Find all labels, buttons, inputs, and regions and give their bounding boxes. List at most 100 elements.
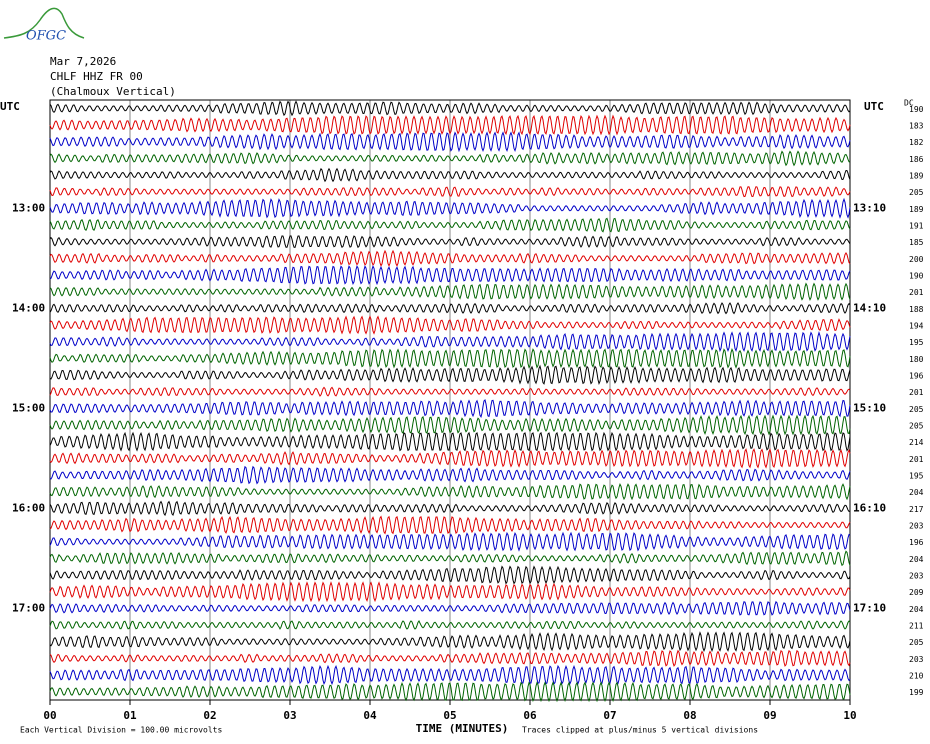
dc-offset: 204 bbox=[909, 605, 924, 614]
dc-offset: 211 bbox=[909, 622, 924, 631]
dc-offset: 195 bbox=[909, 472, 924, 481]
right-title: UTC bbox=[864, 100, 884, 113]
trace bbox=[49, 331, 851, 353]
trace bbox=[49, 217, 851, 233]
right-time-label: 13:10 bbox=[853, 201, 886, 214]
right-time-label: 15:10 bbox=[853, 401, 886, 414]
dc-title: DC bbox=[904, 99, 914, 108]
dc-offset: 196 bbox=[909, 372, 924, 381]
plot-frame bbox=[49, 99, 851, 701]
trace bbox=[49, 197, 851, 219]
dc-offset: 209 bbox=[909, 588, 924, 597]
trace bbox=[49, 249, 851, 267]
logo-text: OFGC bbox=[26, 29, 66, 44]
x-tick-label: 01 bbox=[123, 709, 137, 722]
trace bbox=[49, 235, 851, 249]
scale-note: Each Vertical Division = 100.00 microvol… bbox=[20, 726, 222, 735]
dc-offset: 186 bbox=[909, 155, 924, 164]
dc-offset: 201 bbox=[909, 288, 924, 297]
dc-offset: 210 bbox=[909, 672, 924, 681]
dc-offset: 180 bbox=[909, 355, 924, 364]
dc-offset: 205 bbox=[909, 405, 924, 414]
dc-offset: 185 bbox=[909, 238, 924, 247]
dc-offset: 205 bbox=[909, 188, 924, 197]
dc-offset: 195 bbox=[909, 338, 924, 347]
dc-offset: 205 bbox=[909, 638, 924, 647]
trace bbox=[49, 302, 851, 315]
trace bbox=[49, 186, 851, 198]
trace bbox=[49, 649, 851, 667]
dc-offset: 194 bbox=[909, 322, 924, 331]
dc-offset: 182 bbox=[909, 138, 924, 147]
left-time-label: 14:00 bbox=[12, 301, 45, 314]
x-axis-label: TIME (MINUTES) bbox=[416, 722, 509, 735]
dc-offset: 201 bbox=[909, 388, 924, 397]
right-time-label: 17:10 bbox=[853, 601, 886, 614]
trace bbox=[49, 550, 851, 567]
trace bbox=[49, 620, 851, 630]
trace bbox=[49, 150, 851, 167]
x-tick-label: 07 bbox=[603, 709, 616, 722]
trace bbox=[49, 482, 851, 501]
dc-offset: 203 bbox=[909, 522, 924, 531]
trace bbox=[49, 282, 851, 302]
dc-offset: 205 bbox=[909, 422, 924, 431]
dc-offset: 189 bbox=[909, 172, 924, 181]
dc-offset: 190 bbox=[909, 272, 924, 281]
location: (Chalmoux Vertical) bbox=[50, 85, 176, 98]
left-time-label: 16:00 bbox=[12, 501, 45, 514]
trace bbox=[49, 114, 851, 136]
left-title: UTC bbox=[0, 100, 20, 113]
dc-offset: 196 bbox=[909, 538, 924, 547]
dc-offset: 203 bbox=[909, 655, 924, 664]
logo: OFGC bbox=[3, 7, 85, 44]
trace bbox=[49, 681, 851, 703]
trace bbox=[49, 600, 851, 616]
trace bbox=[49, 100, 851, 117]
dc-offset: 189 bbox=[909, 205, 924, 214]
trace bbox=[49, 431, 851, 452]
trace bbox=[49, 364, 851, 385]
trace bbox=[49, 631, 851, 653]
trace bbox=[49, 581, 851, 603]
trace bbox=[49, 465, 851, 485]
x-tick-label: 09 bbox=[763, 709, 776, 722]
x-tick-label: 00 bbox=[43, 709, 56, 722]
trace bbox=[49, 347, 851, 369]
trace bbox=[49, 386, 851, 397]
trace bbox=[49, 664, 851, 686]
dc-offset: 204 bbox=[909, 555, 924, 564]
x-tick-label: 06 bbox=[523, 709, 537, 722]
trace bbox=[49, 264, 851, 286]
trace bbox=[49, 565, 851, 585]
dc-offset: 188 bbox=[909, 305, 924, 314]
trace bbox=[49, 531, 851, 552]
x-tick-label: 04 bbox=[363, 709, 377, 722]
trace bbox=[49, 167, 851, 183]
dc-offset: 183 bbox=[909, 122, 924, 131]
trace bbox=[49, 315, 851, 335]
logo-curve bbox=[3, 7, 85, 39]
left-time-label: 17:00 bbox=[12, 601, 45, 614]
trace bbox=[49, 448, 851, 469]
dc-offset: 201 bbox=[909, 455, 924, 464]
dc-offset: 214 bbox=[909, 438, 924, 447]
trace bbox=[49, 500, 851, 517]
clip-note: Traces clipped at plus/minus 5 vertical … bbox=[522, 726, 758, 735]
right-time-label: 14:10 bbox=[853, 301, 886, 314]
dc-offset: 200 bbox=[909, 255, 924, 264]
dc-offset: 190 bbox=[909, 105, 924, 114]
x-tick-label: 05 bbox=[443, 709, 456, 722]
x-tick-label: 08 bbox=[683, 709, 696, 722]
left-time-label: 15:00 bbox=[12, 401, 45, 414]
dc-offset: 217 bbox=[909, 505, 924, 514]
x-tick-label: 02 bbox=[203, 709, 216, 722]
trace bbox=[49, 414, 851, 436]
trace bbox=[49, 399, 851, 418]
dc-offset: 191 bbox=[909, 222, 924, 231]
x-tick-label: 10 bbox=[843, 709, 856, 722]
date: Mar 7,2026 bbox=[50, 55, 116, 68]
dc-offset: 204 bbox=[909, 488, 924, 497]
